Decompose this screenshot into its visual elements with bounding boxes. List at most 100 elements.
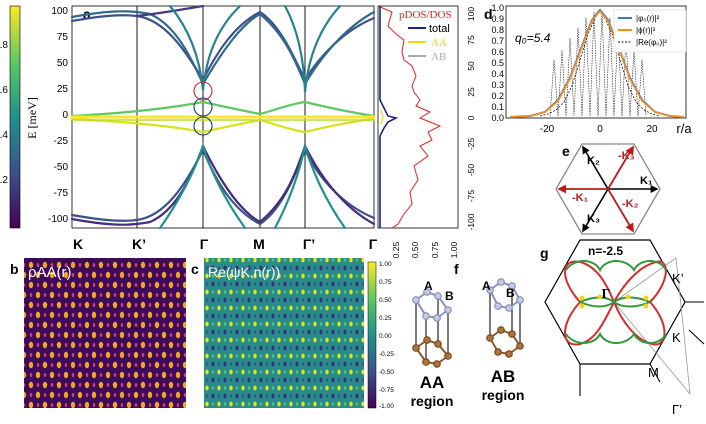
ytick: -100 <box>48 214 68 225</box>
crossing-point <box>579 295 585 301</box>
xtick: 0.75 <box>430 241 440 258</box>
fermi-petal-red <box>613 301 666 346</box>
q0-label: q₀=5.4 <box>515 31 551 45</box>
ytick: 100 <box>466 7 476 21</box>
region-label: AA <box>420 373 445 392</box>
panel-b: b ρAA(r) <box>10 258 186 408</box>
k-label: Γ <box>200 236 209 252</box>
fermi-petal-green <box>579 300 651 308</box>
hexagon <box>555 143 661 235</box>
band-upper <box>135 4 205 18</box>
cbar-tick: -1.00 <box>379 403 394 410</box>
dos-total-curve <box>379 6 399 228</box>
curve-phi <box>509 9 685 118</box>
dos-x-ticks: 0.25 0.50 0.75 1.00 <box>391 241 459 258</box>
panel-f: f A B AA region <box>411 261 525 409</box>
dos-red-curve <box>377 5 442 229</box>
map-label: Re(ψK,n(r)) <box>208 264 280 280</box>
crossing-point <box>597 294 603 300</box>
region-label: region <box>411 393 454 409</box>
point-label: M <box>648 365 659 380</box>
ytick: -50 <box>54 162 69 173</box>
vector-label: K₃ <box>587 213 600 225</box>
region-label: region <box>482 387 525 403</box>
ytick: -100 <box>466 213 476 230</box>
fermi-petal-green <box>565 260 667 273</box>
psi-map <box>204 258 364 408</box>
band-lower <box>70 147 376 226</box>
band-lower <box>158 142 247 230</box>
aa-structure <box>412 288 452 368</box>
vector-minus-K2 <box>607 188 634 233</box>
k-label: K’ <box>132 236 146 252</box>
crossing-point <box>625 294 631 300</box>
crossing-point <box>643 303 649 309</box>
panel-d: d 1.0 0.9 0.8 0.7 0.6 0.5 0.4 0.3 0.2 0.… <box>484 3 692 136</box>
xtick: 0.50 <box>410 241 420 258</box>
panel-label: d <box>484 6 493 22</box>
ytick: -75 <box>466 190 476 203</box>
cbar-tick: 0.25 <box>379 315 392 322</box>
highlight-circle <box>193 81 213 101</box>
svg-text:1.0: 1.0 <box>491 3 504 13</box>
path-line <box>613 257 677 303</box>
svg-text:0.8: 0.8 <box>491 25 504 35</box>
panel-label: e <box>562 143 570 159</box>
panel-a: a 100 75 50 25 0 -25 -50 -75 -100 <box>48 4 376 230</box>
rho-map <box>24 258 186 408</box>
cbar-tick: -0.50 <box>379 369 394 376</box>
xtick: 0.25 <box>391 241 401 258</box>
vector-label: -K₂ <box>622 198 639 210</box>
colorbar-label: E [meV] <box>25 97 39 139</box>
psi-colorbar-ticks: 1.00 0.75 0.50 0.25 0.00 -0.25 -0.50 -0.… <box>379 261 394 410</box>
main-colorbar: E [meV] 0.8 0.6 0.4 0.2 <box>0 5 39 229</box>
k-labels: K K’ Γ M Γ’ Γ <box>73 236 378 252</box>
vector-label: -K₃ <box>618 150 635 162</box>
psi-colorbar <box>367 261 377 409</box>
svg-text:0: 0 <box>597 124 603 135</box>
ytick: -50 <box>466 164 476 177</box>
layer-label: A <box>424 279 433 293</box>
highlight-circle <box>193 116 213 136</box>
dos-aa-curve <box>380 109 384 125</box>
svg-text:0.0: 0.0 <box>491 113 504 123</box>
legend-label: total <box>429 23 450 35</box>
fermi-petal-red <box>613 260 667 303</box>
filling-label: n=-2.5 <box>588 244 623 258</box>
ytick: 0 <box>466 115 476 120</box>
legend-label: |φ₀(r)|² <box>636 14 660 23</box>
panel-label: c <box>191 261 199 277</box>
dos-right-ticks: 100 75 50 25 0 -25 -50 -75 -100 <box>466 7 476 231</box>
ytick: 50 <box>466 61 476 71</box>
band-flat <box>70 117 376 134</box>
svg-text:0.2: 0.2 <box>491 91 504 101</box>
svg-text:0.5: 0.5 <box>491 58 504 68</box>
panel-label: b <box>10 261 19 277</box>
region-label: AB <box>491 367 516 386</box>
colorbar-tick: 0.4 <box>0 130 8 141</box>
k-label: Γ’ <box>303 236 315 252</box>
ytick: -75 <box>54 188 69 199</box>
panel-d-yticks: 1.0 0.9 0.8 0.7 0.6 0.5 0.4 0.3 0.2 0.1 … <box>491 3 504 123</box>
path-line <box>683 333 691 395</box>
cbar-tick: -0.25 <box>379 351 394 358</box>
highlight-circle <box>193 97 213 117</box>
k-label: Γ <box>369 236 378 252</box>
ytick: 25 <box>57 84 69 95</box>
band-lower <box>70 143 376 226</box>
axis-label: r/a <box>676 121 692 136</box>
panel-e: e K₁ K₂ K₃ -K₁ -K₂ -K₃ <box>555 143 661 235</box>
panel-a-yticks: 100 75 50 25 0 -25 -50 -75 -100 <box>48 6 68 225</box>
layer-label: A <box>482 279 491 293</box>
fermi-petal-red <box>564 301 615 346</box>
legend-label: AA <box>431 37 447 49</box>
point-label: Γ <box>602 287 611 302</box>
k-label: K <box>73 236 83 252</box>
k-label: M <box>253 236 265 252</box>
ytick: -25 <box>466 138 476 151</box>
vector-label: K₂ <box>587 155 600 167</box>
svg-text:0.7: 0.7 <box>491 36 504 46</box>
colorbar-tick: 0.2 <box>0 175 8 186</box>
cbar-tick: 0.50 <box>379 297 392 304</box>
ytick: 75 <box>466 35 476 45</box>
